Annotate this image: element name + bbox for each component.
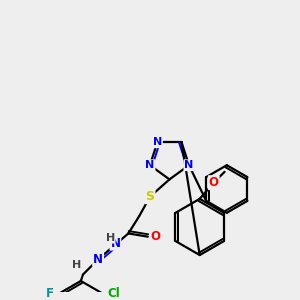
Text: H: H xyxy=(106,233,115,243)
Text: N: N xyxy=(145,160,154,170)
Text: O: O xyxy=(209,176,219,189)
Text: S: S xyxy=(146,190,154,203)
Text: O: O xyxy=(150,230,161,243)
Text: N: N xyxy=(110,237,120,250)
Text: N: N xyxy=(93,253,103,266)
Text: H: H xyxy=(72,260,81,270)
Text: N: N xyxy=(184,160,194,170)
Text: F: F xyxy=(46,287,54,300)
Text: Cl: Cl xyxy=(108,287,121,300)
Text: N: N xyxy=(153,137,162,147)
